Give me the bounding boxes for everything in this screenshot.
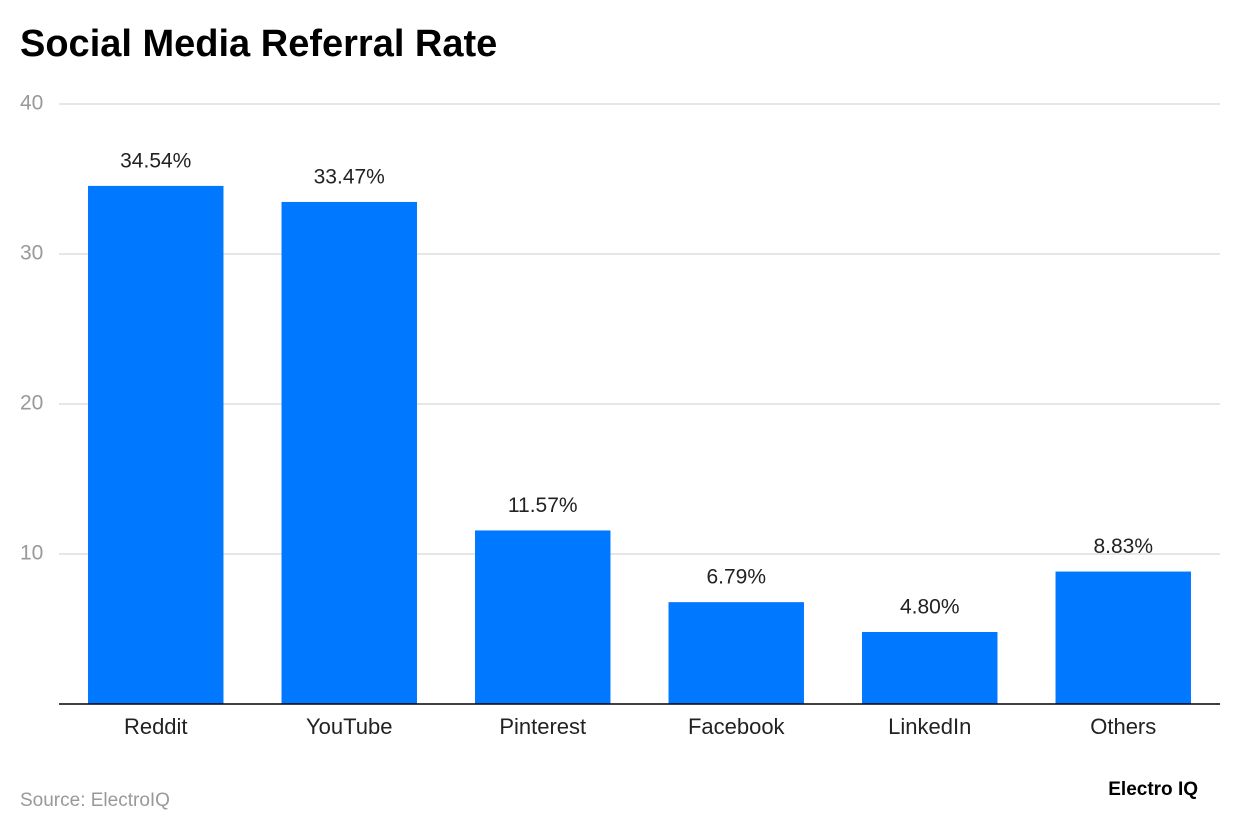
source: Source: ElectroIQ [20,790,170,811]
x-tick-label: YouTube [306,714,392,739]
value-label: 8.83% [1093,535,1153,558]
x-tick-label: Reddit [124,714,188,739]
bar [88,185,224,704]
value-label: 34.54% [120,149,191,172]
x-tick-label: Pinterest [499,714,586,739]
bar [862,632,998,704]
x-tick-label: Facebook [688,714,786,739]
bar [668,602,804,704]
brand-logo: Electro IQ [1108,779,1198,800]
value-label: 33.47% [314,165,385,188]
x-tick-label: LinkedIn [888,714,971,739]
value-label: 11.57% [508,494,578,517]
y-tick-label: 10 [20,542,43,565]
chart-title: Social Media Referral Rate [20,23,497,65]
y-tick-label: 30 [20,242,43,265]
y-tick-label: 20 [20,392,43,415]
bar [1055,571,1191,704]
value-label: 4.80% [900,596,960,619]
y-tick-label: 40 [20,92,43,115]
value-label: 6.79% [706,566,766,589]
bar [281,201,417,704]
bar [475,530,611,704]
x-tick-label: Others [1090,714,1156,739]
